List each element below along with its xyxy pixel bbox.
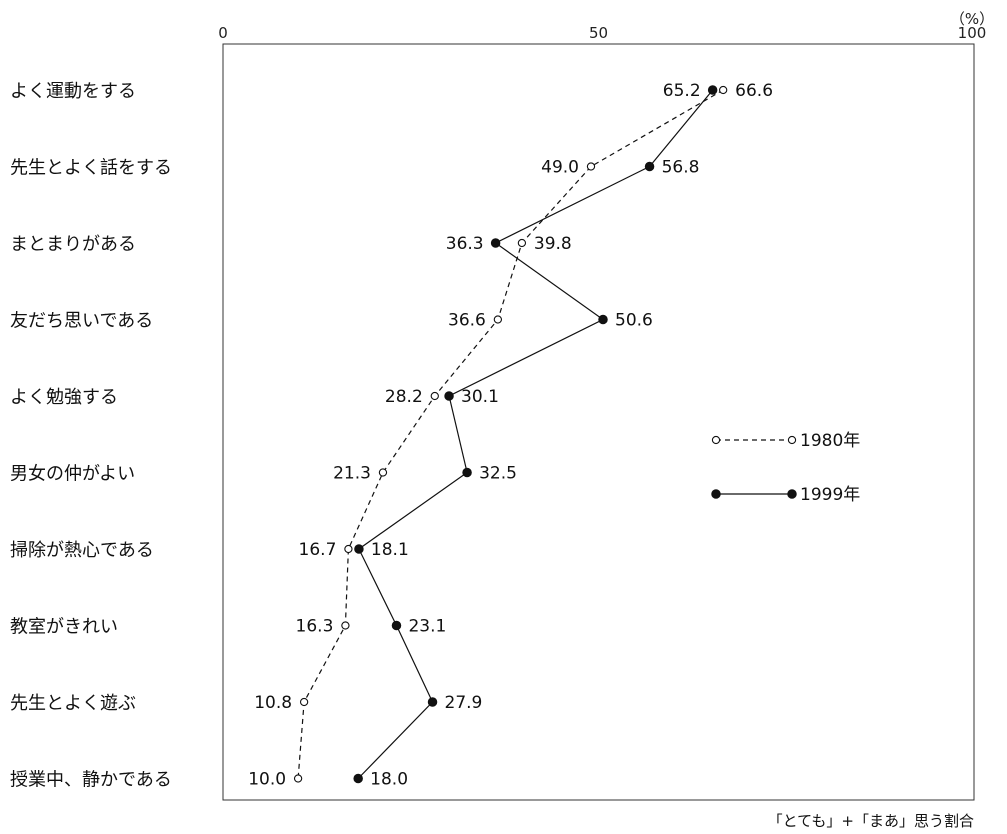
series-point-filled [353, 773, 363, 784]
category-labels: よく運動をする先生とよく話をするまとまりがある友だち思いであるよく勉強する男女の… [10, 81, 172, 791]
legend-marker [787, 489, 797, 499]
measure-note: 「とても」+「まあ」思う割合 [768, 812, 974, 830]
series-point-filled [490, 238, 501, 248]
value-label: 30.1 [461, 387, 499, 407]
plot-frame [222, 43, 975, 801]
series-point-open [344, 544, 353, 554]
value-labels: 66.6 65.2 56.8 49.0 39.8 36.3 50.6 36.6 30.1 28.2… [248, 81, 773, 790]
series-point-open [293, 774, 303, 783]
x-tick-label: 50 [589, 24, 608, 42]
series-point-filled [427, 697, 438, 707]
value-label: 10.0 [248, 770, 286, 790]
series-point-filled [598, 314, 608, 325]
series-point-filled [354, 544, 364, 554]
series-point-open [719, 85, 728, 95]
value-label: 66.6 [735, 81, 773, 101]
value-label: 18.0 [370, 770, 408, 790]
value-label: 49.0 [541, 158, 579, 178]
series-point-open [493, 315, 503, 324]
category-label: よく運動をする [10, 81, 136, 102]
series-point-filled [391, 620, 402, 631]
category-label: 友だち思いである [10, 311, 153, 332]
category-label: 掃除が熱心である [10, 540, 154, 561]
series-point-open [341, 621, 350, 630]
x-tick-label: 100 [958, 24, 987, 42]
category-label: 授業中、静かである [10, 770, 172, 791]
category-label: 先生とよく話をする [10, 158, 172, 179]
series-point-open [378, 468, 388, 477]
value-label: 16.7 [299, 540, 337, 560]
legend-marker [711, 435, 721, 445]
series-point-filled [462, 467, 472, 478]
legend-label: 1980年 [800, 431, 860, 451]
value-label: 16.3 [296, 617, 334, 637]
series-line-0 [297, 89, 724, 779]
series-line-1 [357, 89, 714, 779]
series-point-open [430, 391, 439, 401]
value-label: 39.8 [534, 234, 572, 254]
x-axis-ticks: 0 50 100 [218, 24, 986, 42]
value-label: 28.2 [385, 387, 423, 407]
series-point-filled [707, 85, 718, 95]
series-point-open [299, 697, 309, 707]
legend-marker [711, 489, 721, 499]
category-label: 男女の仲がよい [10, 464, 135, 485]
value-label: 27.9 [445, 693, 483, 713]
series-markers [293, 85, 728, 784]
value-label: 36.3 [446, 234, 484, 254]
value-label: 36.6 [448, 311, 486, 331]
value-label: 23.1 [408, 617, 446, 637]
value-label: 10.8 [254, 693, 292, 713]
value-label: 18.1 [371, 540, 409, 560]
value-label: 32.5 [479, 464, 517, 484]
legend-marker [787, 435, 797, 445]
category-label: 教室がきれい [10, 617, 118, 638]
legend-label: 1999年 [800, 485, 860, 505]
category-label: よく勉強する [10, 387, 118, 408]
series-point-filled [644, 161, 655, 172]
series-lines [297, 89, 724, 779]
category-label: まとまりがある [10, 234, 136, 255]
value-label: 65.2 [663, 81, 701, 101]
category-label: 先生とよく遊ぶ [10, 693, 136, 714]
value-label: 21.3 [333, 464, 371, 484]
series-point-filled [444, 391, 454, 401]
legend: 1980年 1999年 [711, 431, 860, 505]
value-label: 56.8 [662, 158, 700, 178]
series-point-open [586, 162, 596, 171]
series-point-open [517, 238, 527, 248]
value-label: 50.6 [615, 311, 653, 331]
x-axis-unit-label: （%） [950, 10, 994, 28]
x-tick-label: 0 [218, 24, 228, 42]
